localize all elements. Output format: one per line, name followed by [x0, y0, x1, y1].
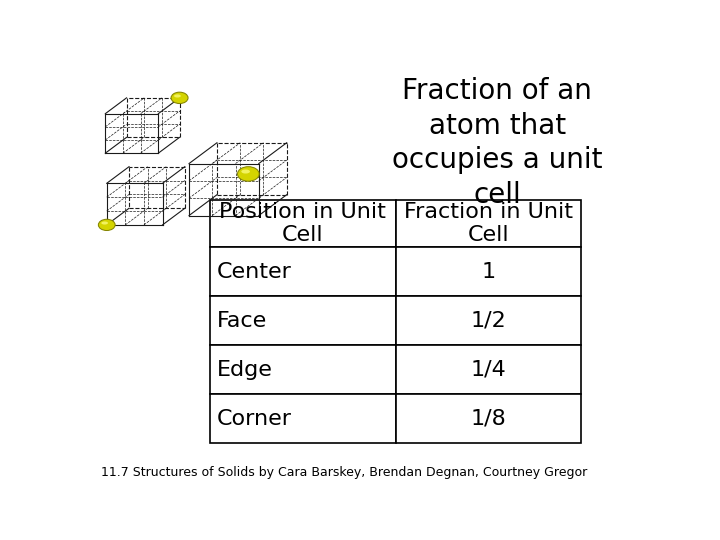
Ellipse shape: [174, 94, 181, 98]
Bar: [210, 247, 395, 296]
Ellipse shape: [236, 166, 260, 182]
Bar: [395, 296, 581, 345]
Ellipse shape: [105, 224, 109, 226]
Ellipse shape: [241, 170, 250, 173]
Ellipse shape: [102, 221, 108, 225]
Bar: [395, 345, 581, 394]
Bar: [210, 296, 395, 345]
Bar: [210, 394, 395, 443]
Ellipse shape: [243, 171, 253, 177]
Bar: [210, 200, 395, 247]
Ellipse shape: [170, 92, 189, 104]
Text: 11.7 Structures of Solids by Cara Barskey, Brendan Degnan, Courtney Gregor: 11.7 Structures of Solids by Cara Barske…: [101, 465, 588, 478]
Ellipse shape: [102, 221, 112, 228]
Text: Fraction of an
atom that
occupies a unit
cell: Fraction of an atom that occupies a unit…: [392, 77, 603, 209]
Ellipse shape: [178, 97, 181, 99]
Text: Corner: Corner: [217, 409, 292, 429]
Ellipse shape: [171, 92, 188, 104]
Ellipse shape: [238, 167, 259, 181]
Ellipse shape: [241, 169, 256, 179]
Bar: [395, 200, 581, 247]
Ellipse shape: [246, 172, 251, 176]
Text: Face: Face: [217, 311, 267, 331]
Text: Edge: Edge: [217, 360, 273, 380]
Text: Fraction in Unit
Cell: Fraction in Unit Cell: [404, 202, 573, 245]
Text: 1/4: 1/4: [470, 360, 506, 380]
Ellipse shape: [103, 222, 110, 227]
Text: 1/8: 1/8: [470, 409, 506, 429]
Ellipse shape: [99, 219, 115, 231]
Ellipse shape: [172, 93, 187, 103]
Ellipse shape: [99, 220, 114, 230]
Ellipse shape: [176, 96, 184, 100]
Text: 1: 1: [481, 262, 495, 282]
Text: Center: Center: [217, 262, 292, 282]
Ellipse shape: [239, 167, 258, 180]
Text: 1/2: 1/2: [470, 311, 506, 331]
Bar: [210, 345, 395, 394]
Ellipse shape: [174, 94, 185, 102]
Text: Position in Unit
Cell: Position in Unit Cell: [220, 202, 386, 245]
Bar: [395, 247, 581, 296]
Bar: [395, 394, 581, 443]
Ellipse shape: [97, 219, 116, 231]
